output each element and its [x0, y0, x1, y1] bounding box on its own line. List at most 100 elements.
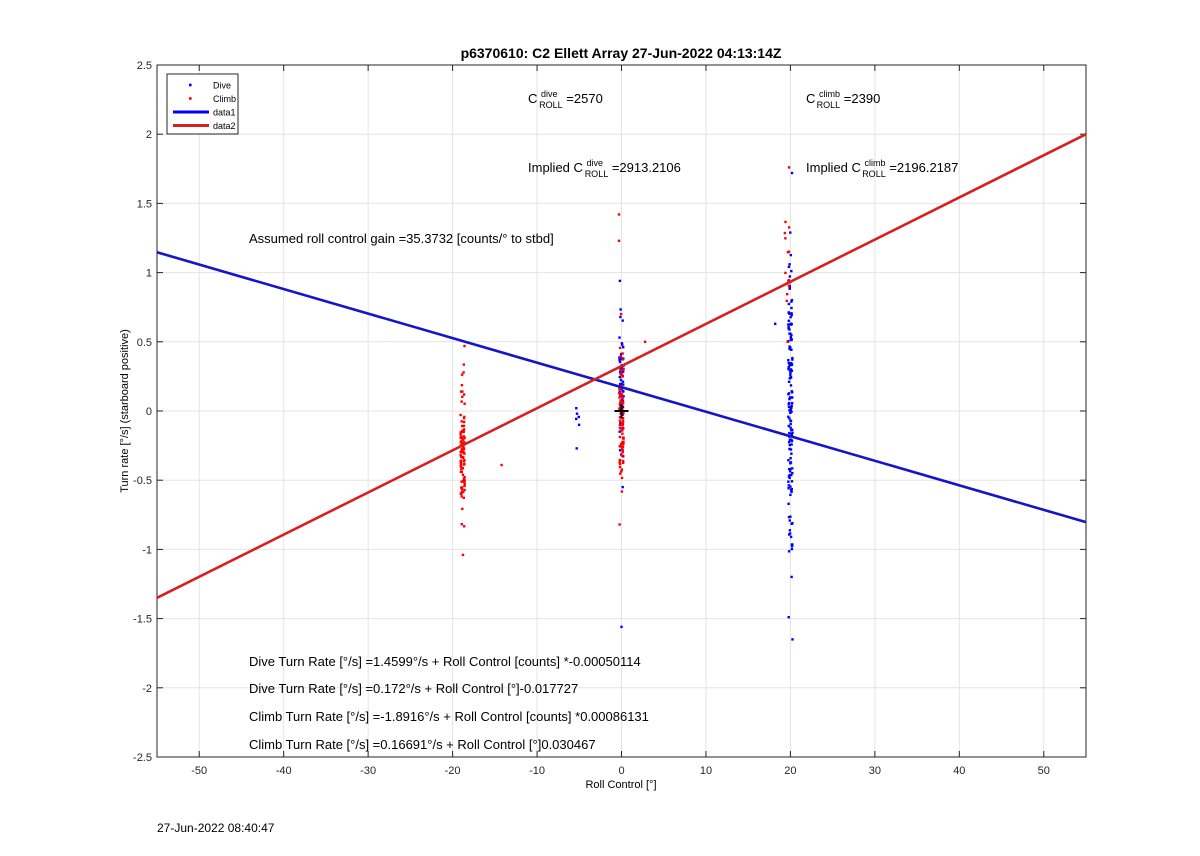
climb-point — [462, 428, 466, 431]
climb-point — [622, 411, 625, 414]
dive-point — [787, 361, 790, 365]
climb-point — [619, 388, 623, 391]
y-tick-label: 0.5 — [137, 337, 152, 349]
climb-point — [462, 496, 465, 499]
legend: Dive Climb data1 data2 — [166, 73, 239, 135]
climb-point — [462, 450, 465, 453]
dive-point — [790, 269, 793, 273]
dive-point — [789, 322, 793, 325]
dive-point — [619, 352, 623, 356]
dive-point — [789, 406, 793, 409]
x-tick-label: 50 — [1038, 765, 1050, 777]
implied-climb-annotation: Implied C climb ROLL =2196.2187 — [806, 154, 958, 180]
climb-point — [621, 423, 624, 426]
dive-point — [620, 367, 624, 370]
dive-point — [619, 308, 622, 311]
climb-point — [461, 467, 464, 470]
dive-point — [787, 515, 791, 519]
dive-point — [620, 370, 624, 374]
dive-point — [788, 468, 791, 471]
climb-point — [622, 442, 625, 446]
x-tick-label: -20 — [445, 765, 461, 777]
climb-point — [621, 419, 625, 423]
dive-point — [788, 443, 791, 447]
climb-point — [463, 482, 466, 486]
climb-point — [787, 166, 791, 169]
x-tick-label: 30 — [869, 765, 881, 777]
dive-point — [577, 415, 580, 419]
footer-timestamp: 27-Jun-2022 08:40:47 — [157, 821, 275, 835]
climb-point — [621, 358, 624, 361]
dive-point — [791, 428, 794, 431]
dive-point — [789, 231, 792, 234]
y-tick-label: 2 — [146, 129, 152, 141]
climb-point — [618, 407, 621, 410]
climb-point — [463, 441, 466, 444]
climb-point — [462, 490, 465, 493]
climb-point — [621, 450, 624, 454]
dive-point — [788, 263, 791, 266]
climb-point — [460, 448, 463, 451]
dive-point — [789, 493, 792, 496]
climb-point — [459, 461, 462, 464]
climb-point — [460, 384, 464, 387]
climb-point — [463, 525, 466, 528]
climb-point — [621, 400, 624, 403]
dive-point — [788, 332, 791, 335]
dive-point — [788, 532, 792, 535]
dive-point — [787, 302, 791, 306]
dive-point — [789, 426, 792, 429]
climb-point — [460, 486, 464, 489]
climb-point — [621, 421, 624, 424]
dive-point — [621, 380, 625, 383]
climb-point — [459, 431, 462, 434]
dive-point — [789, 253, 792, 257]
dive-point — [791, 471, 794, 475]
y-tick-label: 1.5 — [137, 198, 152, 210]
climb-point — [618, 465, 622, 469]
climb-point — [459, 413, 462, 417]
dive-point — [790, 404, 793, 407]
climb-point — [618, 462, 622, 466]
x-axis-label: Roll Control [°] — [585, 779, 656, 791]
climb-point — [622, 367, 625, 371]
climb-point — [787, 226, 791, 229]
dive-point — [618, 430, 621, 433]
climb-point — [618, 346, 622, 349]
dive-point — [621, 405, 625, 409]
dive-point — [790, 443, 793, 446]
dive-point — [790, 312, 793, 315]
dive-point — [788, 396, 792, 399]
dive-point — [620, 382, 623, 385]
legend-label: Climb — [213, 94, 236, 104]
x-tick-label: 0 — [618, 765, 624, 777]
climb-point — [619, 355, 622, 358]
dive-point — [789, 457, 792, 460]
climb-point — [463, 458, 466, 462]
climb-point — [463, 402, 466, 405]
implied-dive-annotation: Implied C dive ROLL =2913.2106 — [528, 154, 681, 180]
climb-point — [786, 293, 789, 296]
dive-point — [789, 489, 793, 492]
dive-point — [791, 467, 794, 470]
dive-point — [575, 447, 578, 450]
dive-point — [618, 358, 621, 362]
climb-point — [643, 340, 647, 343]
dive-point — [788, 409, 791, 412]
dive-point — [790, 522, 793, 525]
climb-point — [620, 476, 624, 480]
dive-point — [619, 422, 622, 425]
climb-point — [618, 388, 621, 391]
dive-point — [788, 312, 791, 315]
climb-point — [462, 393, 466, 396]
dive-point — [789, 375, 792, 379]
climb-point — [617, 213, 621, 216]
dive-point — [790, 490, 793, 493]
legend-climb-marker — [189, 97, 192, 100]
dive-point — [787, 616, 790, 619]
climb-point — [618, 419, 622, 422]
climb-point — [618, 445, 621, 448]
dive-point — [788, 369, 792, 372]
dive-point — [787, 359, 790, 362]
